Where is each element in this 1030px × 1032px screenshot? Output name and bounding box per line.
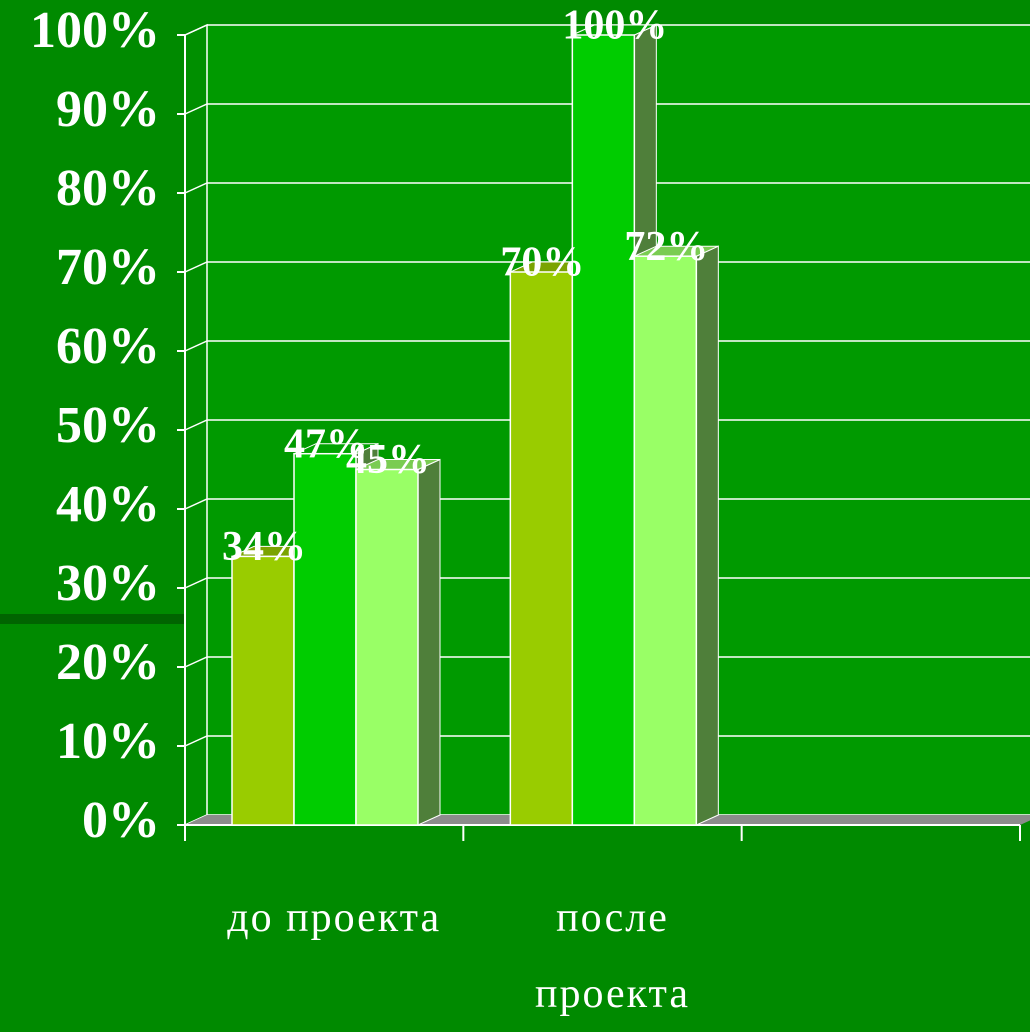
bar [231, 555, 295, 826]
y-tick-label: 90% [56, 81, 160, 138]
grid-line [184, 182, 1030, 194]
y-tick-label: 100% [30, 2, 160, 59]
bar [509, 271, 574, 826]
grid-line [184, 340, 1030, 352]
x-tick-label: после проекта [535, 895, 690, 1017]
grid-line [184, 24, 1030, 36]
bar [633, 255, 698, 826]
grid-line [184, 656, 1030, 668]
y-tick-label: 80% [56, 160, 160, 217]
y-tick-label: 50% [56, 397, 160, 454]
grid-line [184, 261, 1030, 273]
value-label: 45% [346, 437, 430, 483]
value-label: 100% [562, 3, 667, 49]
value-label: 72% [624, 224, 708, 270]
y-tick-label: 30% [56, 555, 160, 612]
y-tick-label: 10% [56, 713, 160, 770]
y-tick-label: 0% [82, 792, 160, 849]
grid-line [184, 577, 1030, 589]
x-tick-label: до проекта [227, 895, 442, 941]
grid-line [184, 103, 1030, 115]
bar [293, 452, 357, 826]
y-tick-label: 60% [56, 318, 160, 375]
value-label: 34% [222, 524, 306, 570]
grid-line [184, 735, 1030, 747]
bar [355, 468, 419, 826]
value-label: 70% [500, 240, 584, 286]
y-tick-label: 20% [56, 634, 160, 691]
y-tick-label: 40% [56, 476, 160, 533]
grid-line [184, 498, 1030, 510]
grid-line [184, 419, 1030, 431]
bar-side [417, 458, 441, 826]
value-label: 47% [284, 421, 368, 467]
bar [571, 34, 636, 826]
y-tick-label: 70% [56, 239, 160, 296]
bar-side [695, 245, 719, 826]
